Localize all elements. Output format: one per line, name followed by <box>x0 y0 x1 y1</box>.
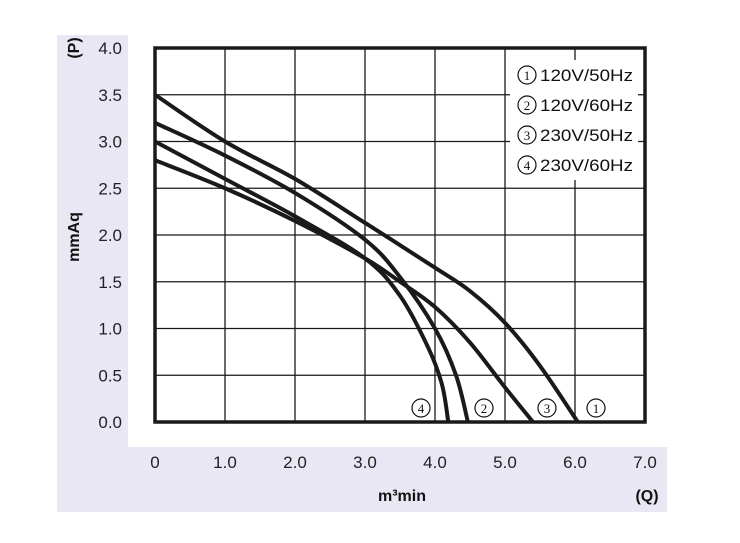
legend-marker-circle <box>517 95 537 115</box>
legend-entry: 120V/50Hz <box>540 66 633 85</box>
y-tick-label: 0.5 <box>98 366 122 385</box>
curve-label-circle <box>537 398 557 418</box>
x-tick-label: 6.0 <box>563 453 587 472</box>
legend-marker-number: 1 <box>524 68 531 83</box>
y-tick-label: 0.0 <box>98 413 122 432</box>
series-line-2 <box>154 120 470 423</box>
y-tick-label: 1.5 <box>98 273 122 292</box>
series-line-1 <box>153 93 580 424</box>
series-line-4 <box>154 139 451 423</box>
legend-marker-circle <box>517 155 537 175</box>
legend-marker-number: 4 <box>524 158 531 173</box>
x-tick-label: 1.0 <box>213 453 237 472</box>
x-axis-band <box>57 447 667 512</box>
x-tick-label: 4.0 <box>423 453 447 472</box>
curve-label: 1 <box>593 401 600 416</box>
curve-label-circle <box>474 398 494 418</box>
curve-label-circle <box>586 398 606 418</box>
y-tick-label: 3.0 <box>98 133 122 152</box>
x-axis-symbol: (Q) <box>635 488 658 505</box>
y-tick-label: 3.5 <box>98 86 122 105</box>
y-tick-label: 1.0 <box>98 320 122 339</box>
plot-frame <box>153 46 647 424</box>
legend-marker-circle <box>517 125 537 145</box>
x-tick-label: 3.0 <box>353 453 377 472</box>
legend-entry: 120V/60Hz <box>540 96 633 115</box>
x-tick-label: 2.0 <box>283 453 307 472</box>
y-axis-symbol: (P) <box>66 37 83 58</box>
legend-marker-number: 3 <box>524 128 531 143</box>
x-tick-label: 5.0 <box>493 453 517 472</box>
legend: 1 120V/50Hz 2 120V/60Hz 3 230V/50Hz 4 230V/60Hz <box>517 65 633 175</box>
y-tick-label: 4.0 <box>98 39 122 58</box>
legend-marker-number: 2 <box>524 98 531 113</box>
y-tick-label: 2.5 <box>98 179 122 198</box>
series-line-3 <box>154 158 535 424</box>
y-axis-band <box>57 35 128 512</box>
x-tick-label: 7.0 <box>633 453 657 472</box>
curve-label: 2 <box>481 401 488 416</box>
legend-entry: 230V/50Hz <box>540 126 633 145</box>
x-tick-label: 0 <box>150 453 159 472</box>
y-tick-label: 2.0 <box>98 226 122 245</box>
curve-label-circle <box>411 398 431 418</box>
legend-entry: 230V/60Hz <box>540 156 633 175</box>
x-axis-label: m³min <box>378 488 426 505</box>
y-axis-label: mmAq <box>66 212 83 262</box>
legend-marker-circle <box>517 65 537 85</box>
curve-label: 4 <box>418 401 425 416</box>
curve-label: 3 <box>544 401 551 416</box>
